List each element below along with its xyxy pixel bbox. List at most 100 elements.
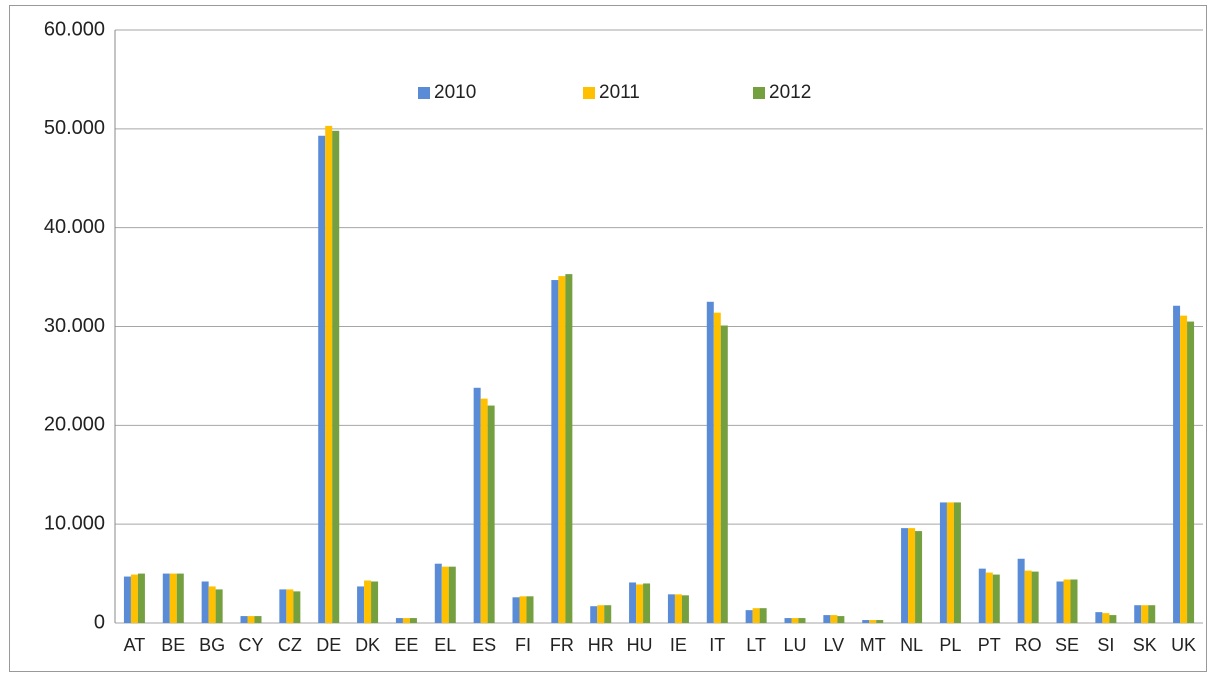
legend-swatch (753, 87, 765, 99)
legend-label: 2010 (434, 82, 476, 103)
bar (1180, 315, 1188, 623)
bar (978, 568, 986, 623)
bar (1056, 581, 1064, 623)
x-tick-label: IE (670, 635, 687, 655)
x-tick-label: ES (472, 635, 496, 655)
bar (681, 595, 689, 623)
bar (720, 325, 728, 623)
y-tick-label: 50.000 (44, 117, 105, 139)
bar (1063, 579, 1071, 623)
x-tick-label: RO (1015, 635, 1042, 655)
x-tick-label: EL (434, 635, 456, 655)
bar (713, 312, 721, 623)
y-tick-label: 0 (94, 611, 105, 633)
bar (1187, 321, 1195, 623)
bar (409, 618, 417, 623)
x-tick-label: NL (900, 635, 923, 655)
x-tick-label: CZ (278, 635, 302, 655)
x-tick-label: FI (515, 635, 531, 655)
bar (674, 594, 682, 623)
bar (1024, 570, 1032, 623)
bar (1173, 305, 1181, 623)
bar (162, 573, 170, 623)
bar (597, 605, 605, 623)
bar (798, 618, 806, 623)
bar (953, 502, 961, 623)
bar (946, 502, 954, 623)
bar (1070, 579, 1078, 623)
bar (254, 616, 262, 623)
x-tick-label: SE (1055, 635, 1079, 655)
bar (480, 398, 488, 623)
bar (869, 620, 877, 623)
y-tick-label: 30.000 (44, 315, 105, 337)
x-tick-label: UK (1171, 635, 1196, 655)
x-tick-label: IT (709, 635, 725, 655)
legend-label: 2011 (599, 82, 640, 103)
bar (837, 616, 845, 623)
x-tick-label: CY (238, 635, 263, 655)
bar (240, 616, 248, 623)
bar (176, 573, 184, 623)
bar (402, 618, 410, 623)
x-tick-label: BE (161, 635, 185, 655)
bar (1148, 605, 1156, 623)
bar (830, 615, 838, 623)
bar (992, 574, 1000, 623)
bar (604, 605, 612, 623)
bar (629, 582, 637, 623)
bar (643, 583, 651, 623)
x-tick-label: MT (860, 635, 886, 655)
bar (1095, 612, 1103, 623)
y-tick-label: 20.000 (44, 414, 105, 436)
bar (487, 405, 495, 623)
bar (590, 606, 598, 623)
bar (823, 615, 831, 623)
x-tick-label: LV (824, 635, 845, 655)
x-tick-label: DK (355, 635, 380, 655)
bar (985, 572, 993, 623)
bar (519, 596, 527, 623)
bar (551, 280, 559, 623)
bar (473, 387, 481, 623)
bar (526, 596, 534, 623)
bar (706, 301, 714, 623)
chart-frame (9, 5, 1207, 672)
x-tick-label: LU (783, 635, 806, 655)
bar (1141, 605, 1149, 623)
x-tick-label: AT (124, 635, 146, 655)
bar (667, 594, 675, 623)
bar (915, 531, 923, 623)
bar (939, 502, 947, 623)
x-tick-label: HR (588, 635, 614, 655)
bar (636, 584, 644, 623)
bar (1031, 571, 1039, 623)
bar (169, 573, 177, 623)
bar (364, 580, 372, 623)
bar (332, 130, 340, 623)
bar (286, 589, 294, 623)
bar (558, 276, 566, 623)
bar (791, 618, 799, 623)
bar (752, 608, 760, 623)
y-tick-label: 40.000 (44, 216, 105, 238)
bar (908, 528, 916, 623)
bar (512, 597, 520, 623)
bar (1134, 605, 1142, 623)
bar (448, 566, 456, 623)
x-tick-label: SK (1133, 635, 1157, 655)
bar (247, 616, 255, 623)
bar (130, 574, 138, 623)
x-tick-label: PT (978, 635, 1001, 655)
bar (784, 618, 792, 623)
bar (318, 135, 326, 624)
bar (862, 620, 870, 623)
bar (395, 618, 403, 623)
bar (325, 125, 333, 623)
x-tick-label: PL (939, 635, 961, 655)
y-tick-label: 10.000 (44, 512, 105, 534)
bar (1102, 613, 1110, 623)
bar (1017, 558, 1025, 623)
bar (137, 573, 145, 623)
